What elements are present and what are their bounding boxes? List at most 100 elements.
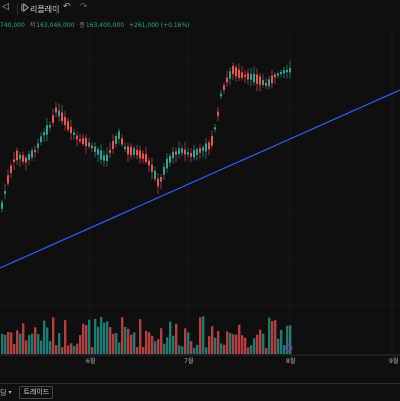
candle-body: [58, 110, 60, 117]
candle-body: [148, 160, 150, 166]
candle-body: [43, 132, 45, 136]
candle-body: [13, 159, 15, 162]
candle-body: [244, 74, 246, 77]
volume-bar: [205, 347, 208, 354]
volume-bar: [244, 337, 247, 354]
x-axis-label: 7월: [184, 358, 194, 365]
volume-bar: [163, 343, 166, 354]
close-label: 종: [79, 22, 85, 29]
candle-body: [55, 107, 57, 113]
volume-bar: [226, 331, 229, 354]
volume-bar: [175, 323, 178, 354]
undo-icon[interactable]: ↶: [63, 2, 71, 12]
volume-bar: [214, 337, 217, 354]
candle-body: [217, 111, 219, 116]
volume-bar: [82, 323, 85, 354]
volume-bar: [52, 317, 55, 354]
volume-bar: [136, 347, 139, 354]
volume-bar: [172, 335, 175, 354]
volume-bar: [253, 338, 256, 354]
chevron-left-icon[interactable]: ◁: [2, 2, 9, 12]
volume-bar: [241, 335, 244, 354]
candle-body: [181, 148, 183, 153]
candle-body: [145, 154, 147, 162]
candle-body: [94, 146, 96, 152]
volume-bar: [106, 321, 109, 354]
candle-body: [112, 140, 114, 150]
candle-body: [229, 71, 231, 79]
chart-grid: [0, 30, 400, 355]
close-value: 163,400,000: [85, 22, 125, 29]
candle-body: [211, 136, 213, 146]
candle-body: [46, 125, 48, 135]
volume-bar: [97, 326, 100, 354]
volume-bar: [256, 334, 259, 354]
candle-body: [220, 93, 222, 97]
volume-bar: [184, 328, 187, 354]
candle-body: [127, 146, 129, 155]
volume-bar: [40, 340, 43, 354]
volume-bar: [10, 332, 13, 354]
volume-bar: [64, 320, 67, 354]
volume-bar: [28, 335, 31, 354]
ohlc-legend: 740,000 저163,046,000 종163,400,000 +261,0…: [0, 20, 193, 29]
volume-bar: [79, 335, 82, 354]
bottom-left-label[interactable]: 딩: [0, 388, 7, 397]
volume-bar: [277, 338, 280, 354]
volume-bar: [37, 333, 40, 354]
candle-body: [259, 76, 261, 85]
volume-bar: [220, 343, 223, 354]
replay-icon[interactable]: [21, 2, 30, 14]
candle-body: [85, 138, 87, 146]
candle-body: [1, 202, 3, 209]
candle-body: [22, 155, 24, 162]
tab-trade[interactable]: 트레이드: [19, 386, 54, 399]
volume-bar: [271, 321, 274, 354]
candle-body: [289, 68, 291, 73]
volume-bar: [262, 333, 265, 354]
x-axis-label: 6월: [86, 358, 96, 365]
x-axis-label: 8월: [286, 358, 296, 365]
volume-bar: [268, 317, 271, 354]
volume-bar: [235, 334, 238, 354]
chevron-down-icon[interactable]: ▾: [8, 389, 12, 396]
candle-body: [100, 150, 102, 160]
volume-bar: [145, 330, 148, 354]
candle-body: [130, 146, 132, 156]
volume-bar: [247, 347, 250, 354]
candle-body: [19, 154, 21, 160]
candle-body: [118, 131, 120, 139]
volume-bar: [169, 321, 172, 354]
candle-body: [235, 67, 237, 77]
candle-body: [133, 148, 135, 155]
candle-body: [109, 150, 111, 153]
volume-bar: [121, 317, 124, 354]
top-toolbar: ◁ 리플레이 ↶ ↷: [0, 0, 400, 18]
volume-bar: [100, 317, 103, 354]
volume-bar: [109, 327, 112, 354]
candle-body: [187, 152, 189, 155]
volume-series: [1, 316, 292, 354]
volume-bar: [157, 339, 160, 354]
volume-bar: [142, 346, 145, 354]
candle-body: [172, 151, 174, 159]
volume-bar: [289, 325, 292, 354]
candle-body: [157, 178, 159, 187]
volume-bar: [46, 327, 49, 354]
redo-icon[interactable]: ↷: [80, 2, 88, 12]
volume-bar: [19, 333, 22, 354]
volume-bar: [232, 334, 235, 354]
x-axis-label: 9월: [389, 358, 399, 365]
trend-line[interactable]: [0, 89, 400, 269]
volume-bar: [166, 337, 169, 354]
candle-body: [283, 70, 285, 74]
candle-body: [280, 71, 282, 75]
replay-marker[interactable]: [285, 344, 293, 352]
volume-bar: [34, 327, 37, 354]
replay-button-label[interactable]: 리플레이: [30, 5, 60, 14]
candle-body: [28, 154, 30, 160]
low-value: 163,046,000: [36, 22, 75, 29]
candle-body: [115, 136, 117, 144]
candle-body: [256, 74, 258, 84]
